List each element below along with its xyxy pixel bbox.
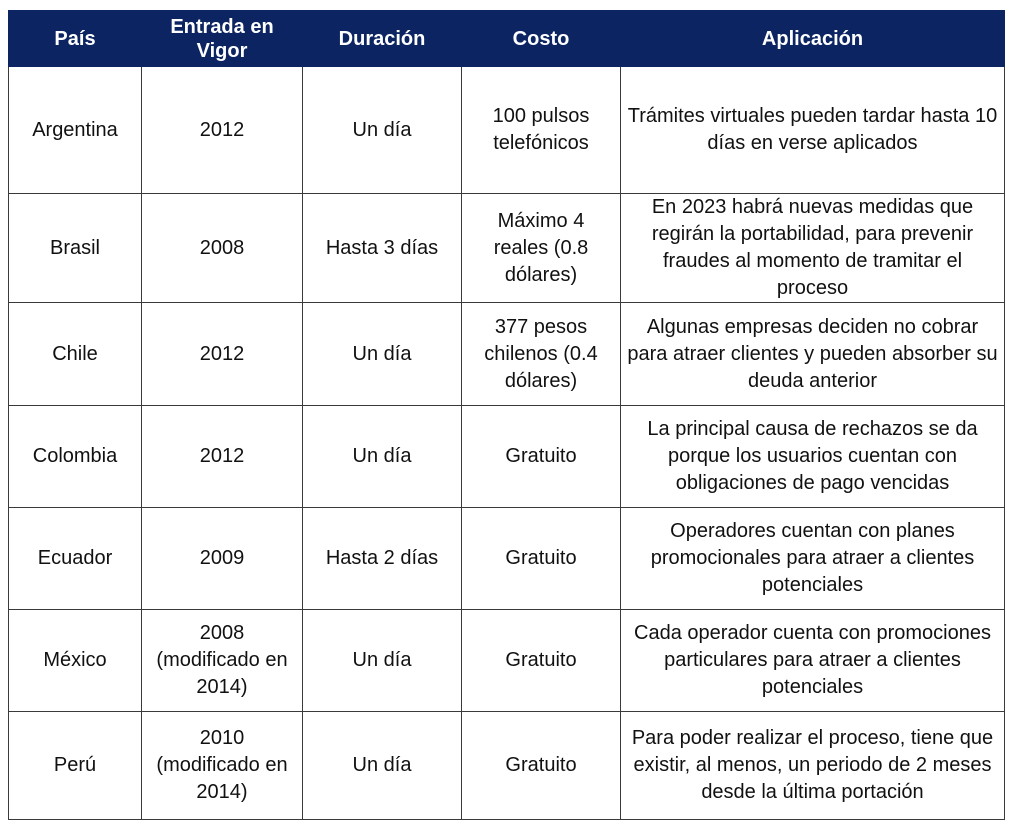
table-row: Brasil 2008 Hasta 3 días Máximo 4 reales (0… — [8, 193, 1005, 303]
header-cell: Duración — [302, 10, 462, 67]
header-cell: Aplicación — [620, 10, 1005, 67]
table-cell: 100 pulsos telefónicos — [461, 66, 621, 194]
table-cell: 2008 — [141, 193, 303, 303]
table-cell: En 2023 habrá nuevas medidas que regirán… — [620, 193, 1005, 303]
table-cell: Operadores cuentan con planes promociona… — [620, 507, 1005, 610]
table-cell: 2009 — [141, 507, 303, 610]
table-cell: La principal causa de rechazos se da por… — [620, 405, 1005, 508]
table-cell: 2012 — [141, 405, 303, 508]
table-row: Perú 2010 (modificado en 2014) Un día Gratu… — [8, 711, 1005, 820]
table-cell: Perú — [8, 711, 142, 820]
table-cell: México — [8, 609, 142, 712]
table-cell: Argentina — [8, 66, 142, 194]
table-cell: 2008 (modificado en 2014) — [141, 609, 303, 712]
table-row: Colombia 2012 Un día Gratuito La principal c… — [8, 405, 1005, 508]
table-row: Ecuador 2009 Hasta 2 días Gratuito Operadore… — [8, 507, 1005, 610]
table-cell: Trámites virtuales pueden tardar hasta 1… — [620, 66, 1005, 194]
table-cell: Para poder realizar el proceso, tiene qu… — [620, 711, 1005, 820]
table-cell: Algunas empresas deciden no cobrar para … — [620, 302, 1005, 406]
table-cell: Cada operador cuenta con promociones par… — [620, 609, 1005, 712]
table-cell: 2010 (modificado en 2014) — [141, 711, 303, 820]
table-cell: Gratuito — [461, 507, 621, 610]
header-cell: País — [8, 10, 142, 67]
table-cell: Chile — [8, 302, 142, 406]
table-cell: Ecuador — [8, 507, 142, 610]
table-cell: Gratuito — [461, 405, 621, 508]
table-cell: 2012 — [141, 66, 303, 194]
table-row: México 2008 (modificado en 2014) Un día Gra… — [8, 609, 1005, 712]
table-row: Argentina 2012 Un día 100 pulsos telefónico… — [8, 66, 1005, 194]
table-cell: Gratuito — [461, 609, 621, 712]
table-cell: Máximo 4 reales (0.8 dólares) — [461, 193, 621, 303]
table-cell: Gratuito — [461, 711, 621, 820]
table-cell: Un día — [302, 66, 462, 194]
portability-table: País Entrada en Vigor Duración Costo Aplicac… — [8, 10, 1005, 820]
header-cell: Entrada en Vigor — [141, 10, 303, 67]
table-cell: 2012 — [141, 302, 303, 406]
table-cell: Colombia — [8, 405, 142, 508]
table-cell: Hasta 3 días — [302, 193, 462, 303]
table-cell: Brasil — [8, 193, 142, 303]
table-cell: Un día — [302, 302, 462, 406]
header-row: País Entrada en Vigor Duración Costo Aplicac… — [8, 10, 1005, 67]
table-cell: Un día — [302, 405, 462, 508]
table-body: Argentina 2012 Un día 100 pulsos telefónico… — [8, 66, 1005, 820]
table-cell: Hasta 2 días — [302, 507, 462, 610]
table-cell: Un día — [302, 609, 462, 712]
table-cell: Un día — [302, 711, 462, 820]
table-cell: 377 pesos chilenos (0.4 dólares) — [461, 302, 621, 406]
table-row: Chile 2012 Un día 377 pesos chilenos (0.4 d… — [8, 302, 1005, 406]
header-cell: Costo — [461, 10, 621, 67]
